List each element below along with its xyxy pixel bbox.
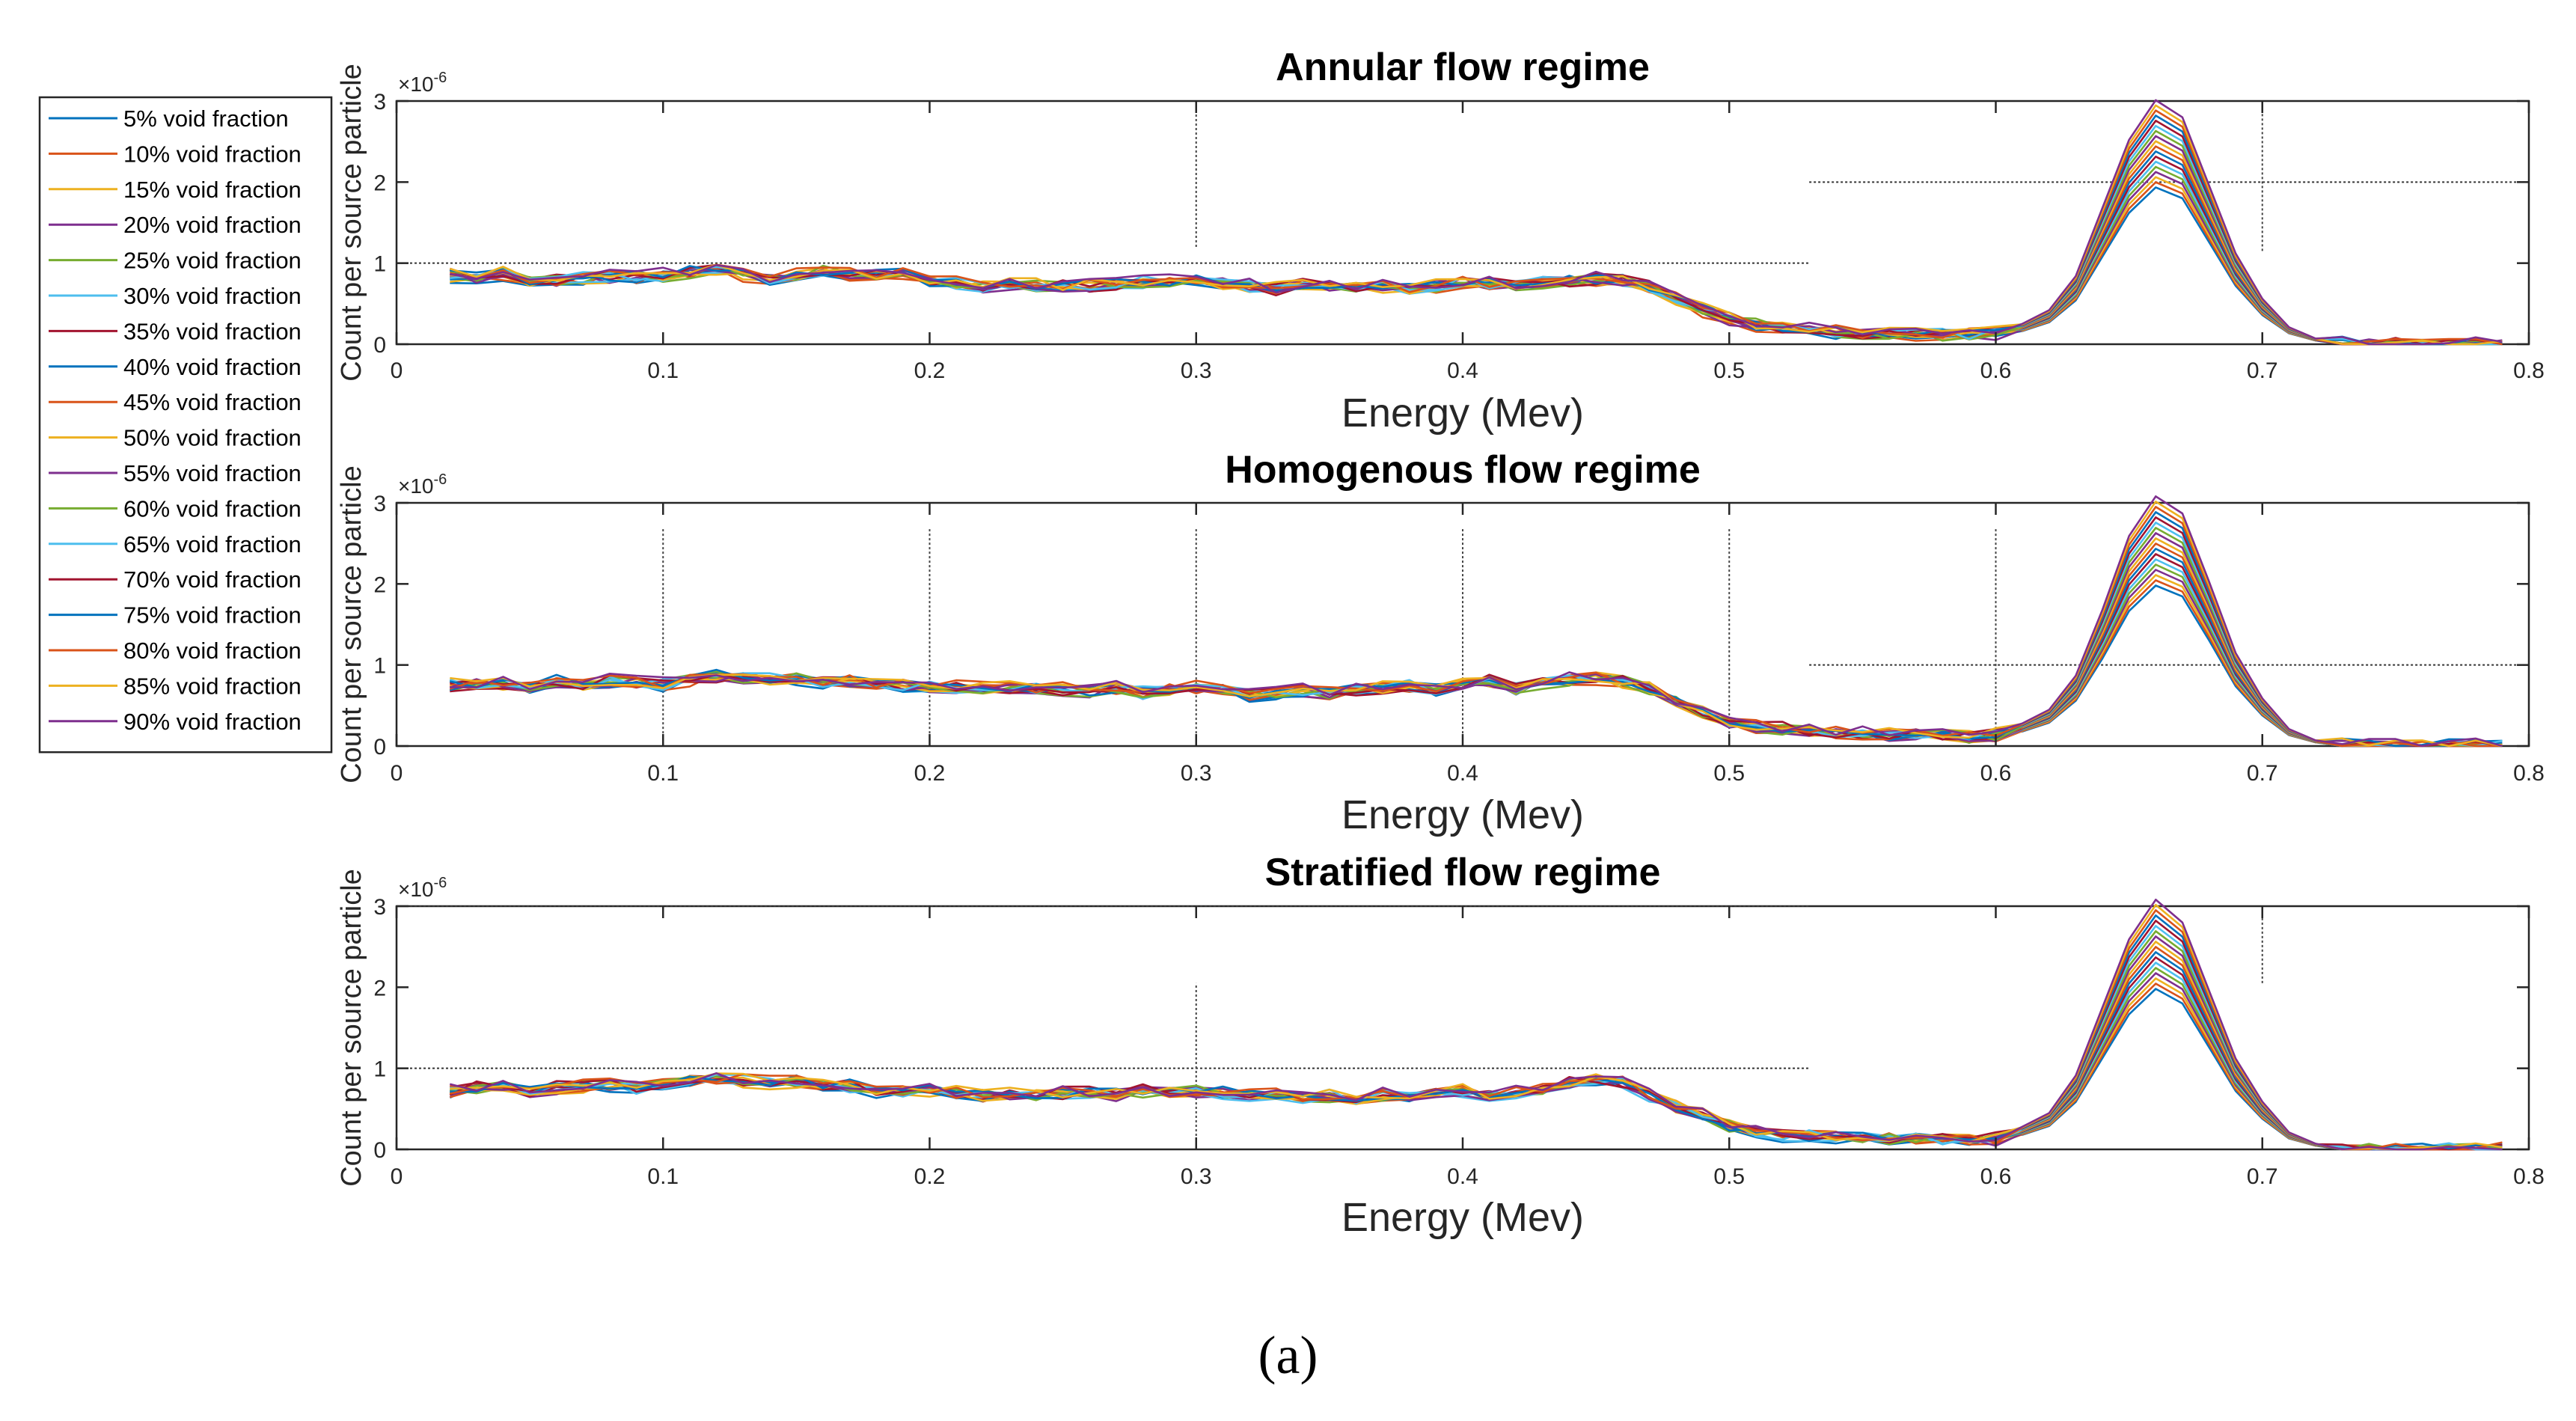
series-line-18 bbox=[450, 495, 2503, 748]
x-tick-label: 0 bbox=[391, 358, 403, 383]
legend-label: 55% void fraction bbox=[123, 460, 302, 486]
series-line-18 bbox=[450, 99, 2503, 346]
y-tick-label: 0 bbox=[373, 333, 386, 358]
x-tick-label: 0.5 bbox=[1713, 1164, 1745, 1189]
x-tick-label: 0.6 bbox=[1980, 761, 2012, 786]
legend-label: 60% void fraction bbox=[123, 495, 302, 522]
y-exponent-value: -6 bbox=[434, 70, 447, 86]
subplot-title: Stratified flow regime bbox=[1265, 851, 1661, 894]
x-tick-label: 0.5 bbox=[1713, 358, 1745, 383]
legend-label: 40% void fraction bbox=[123, 354, 302, 380]
legend: 5% void fraction 10% void fraction 15% voi… bbox=[38, 96, 333, 754]
subplot-stratified: 0 0.1 0.2 0.3 0.4 0.5 0.6 0.7 0.8 0 1 2 3 ×10-6 Strati… bbox=[336, 851, 2545, 1240]
legend-label: 65% void fraction bbox=[123, 531, 302, 557]
y-axis-label: Count per source particle bbox=[336, 869, 367, 1187]
legend-label: 70% void fraction bbox=[123, 566, 302, 593]
x-tick-label: 0.8 bbox=[2513, 1164, 2545, 1189]
y-tick-label: 1 bbox=[373, 1057, 386, 1082]
x-tick-label: 0.3 bbox=[1181, 358, 1212, 383]
x-tick-label: 0.4 bbox=[1447, 358, 1478, 383]
series-line-17 bbox=[450, 500, 2503, 748]
x-tick-label: 0 bbox=[391, 1164, 403, 1189]
y-tick-label: 3 bbox=[373, 90, 386, 114]
y-tick-label: 1 bbox=[373, 654, 386, 679]
legend-label: 35% void fraction bbox=[123, 318, 302, 344]
series-line-17 bbox=[450, 904, 2503, 1151]
legend-label: 85% void fraction bbox=[123, 673, 302, 699]
series-line-16 bbox=[450, 909, 2503, 1151]
y-tick-label: 2 bbox=[373, 572, 386, 597]
x-tick-label: 0.4 bbox=[1447, 1164, 1478, 1189]
x-axis-label: Energy (Mev) bbox=[1341, 391, 1584, 436]
panel-label: (a) bbox=[1258, 1325, 1318, 1385]
legend-label: 50% void fraction bbox=[123, 425, 302, 451]
legend-label: 90% void fraction bbox=[123, 709, 302, 735]
x-tick-label: 0.5 bbox=[1713, 761, 1745, 786]
y-exponent-label: ×10-6 bbox=[398, 471, 447, 498]
x-tick-label: 0.7 bbox=[2247, 1164, 2278, 1189]
y-tick-label: 3 bbox=[373, 492, 386, 516]
y-tick-label: 2 bbox=[373, 171, 386, 195]
y-tick-label: 0 bbox=[373, 1138, 386, 1163]
legend-label: 30% void fraction bbox=[123, 283, 302, 309]
subplot-title: Annular flow regime bbox=[1276, 46, 1650, 89]
legend-label: 25% void fraction bbox=[123, 248, 302, 274]
series-line-18 bbox=[449, 899, 2503, 1151]
legend-label: 20% void fraction bbox=[123, 212, 302, 238]
x-tick-label: 0.2 bbox=[914, 358, 946, 383]
series-group bbox=[449, 99, 2503, 346]
legend-label: 15% void fraction bbox=[123, 177, 302, 203]
y-exponent-value: -6 bbox=[434, 875, 447, 891]
x-axis-label: Energy (Mev) bbox=[1341, 792, 1584, 837]
legend-label: 5% void fraction bbox=[123, 106, 289, 132]
x-tick-label: 0.1 bbox=[647, 358, 679, 383]
series-group bbox=[449, 899, 2503, 1151]
y-exponent-label: ×10-6 bbox=[398, 70, 447, 96]
legend-label: 45% void fraction bbox=[123, 389, 302, 415]
series-group bbox=[449, 495, 2503, 748]
series-line-1 bbox=[449, 988, 2503, 1151]
y-axis-label: Count per source particle bbox=[336, 64, 367, 382]
legend-box bbox=[38, 96, 333, 754]
x-tick-label: 0.6 bbox=[1980, 1164, 2012, 1189]
x-tick-label: 0.1 bbox=[647, 761, 679, 786]
subplot-homogenous: 0 0.1 0.2 0.3 0.4 0.5 0.6 0.7 0.8 0 1 2 3 ×10-6 Homoge… bbox=[336, 448, 2545, 837]
series-line-17 bbox=[449, 104, 2503, 346]
x-tick-label: 0.3 bbox=[1181, 1164, 1212, 1189]
y-exponent-value: -6 bbox=[434, 471, 447, 488]
x-tick-label: 0.2 bbox=[914, 761, 946, 786]
x-tick-label: 0.7 bbox=[2247, 358, 2278, 383]
subplot-title: Homogenous flow regime bbox=[1225, 448, 1701, 492]
x-tick-label: 0.2 bbox=[914, 1164, 946, 1189]
legend-label: 10% void fraction bbox=[123, 141, 302, 167]
x-tick-label: 0.3 bbox=[1181, 761, 1212, 786]
x-tick-label: 0.7 bbox=[2247, 761, 2278, 786]
x-tick-label: 0.8 bbox=[2513, 358, 2545, 383]
x-tick-label: 0.8 bbox=[2513, 761, 2545, 786]
subplot-annular: 0 0.1 0.2 0.3 0.4 0.5 0.6 0.7 0.8 0 1 2 3 ×10-6 Annula… bbox=[336, 46, 2545, 436]
series-line-15 bbox=[450, 914, 2503, 1151]
x-tick-label: 0.1 bbox=[647, 1164, 679, 1189]
x-tick-label: 0 bbox=[391, 761, 403, 786]
y-exponent-label: ×10-6 bbox=[398, 875, 447, 901]
legend-label: 75% void fraction bbox=[123, 602, 302, 629]
x-tick-label: 0.4 bbox=[1447, 761, 1478, 786]
y-tick-label: 2 bbox=[373, 976, 386, 1000]
y-tick-label: 1 bbox=[373, 252, 386, 277]
y-tick-label: 0 bbox=[373, 735, 386, 760]
x-axis-label: Energy (Mev) bbox=[1341, 1195, 1584, 1240]
y-axis-label: Count per source particle bbox=[336, 465, 367, 783]
x-tick-label: 0.6 bbox=[1980, 358, 2012, 383]
legend-label: 80% void fraction bbox=[123, 638, 302, 664]
y-tick-label: 3 bbox=[373, 895, 386, 920]
